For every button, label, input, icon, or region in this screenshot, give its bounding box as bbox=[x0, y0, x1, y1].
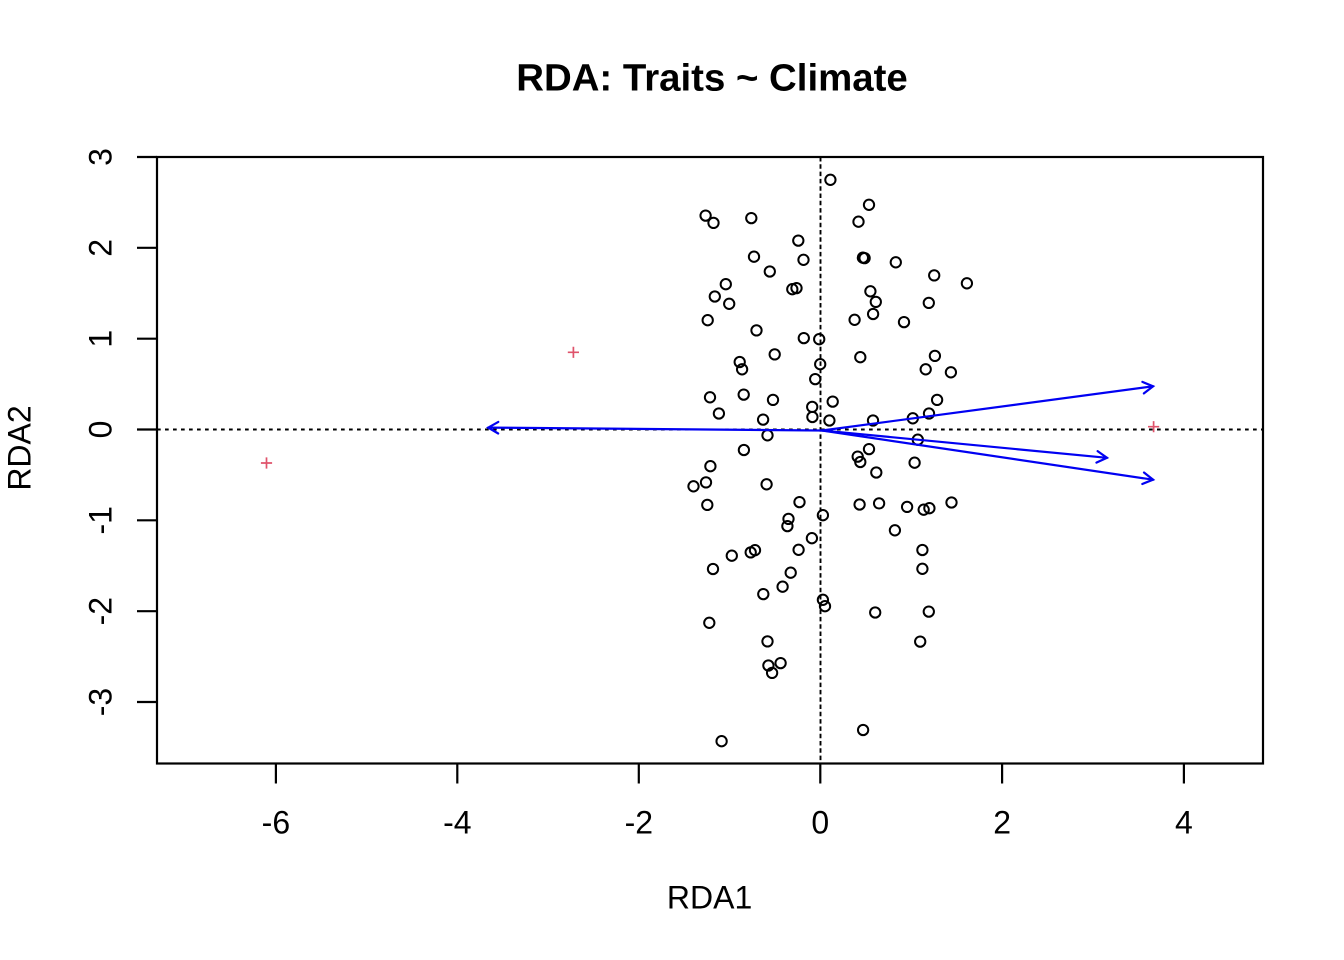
svg-text:-2: -2 bbox=[625, 804, 653, 840]
svg-text:2: 2 bbox=[993, 804, 1011, 840]
svg-text:3: 3 bbox=[83, 148, 119, 166]
svg-text:-6: -6 bbox=[262, 804, 290, 840]
svg-text:-4: -4 bbox=[443, 804, 471, 840]
svg-text:0: 0 bbox=[811, 804, 829, 840]
svg-text:-1: -1 bbox=[83, 506, 119, 534]
svg-text:4: 4 bbox=[1175, 804, 1193, 840]
svg-text:-3: -3 bbox=[83, 688, 119, 716]
svg-text:2: 2 bbox=[82, 239, 118, 257]
svg-text:RDA1: RDA1 bbox=[667, 880, 752, 916]
svg-text:-2: -2 bbox=[83, 597, 119, 625]
svg-text:RDA: Traits ~ Climate: RDA: Traits ~ Climate bbox=[516, 57, 907, 100]
svg-text:RDA2: RDA2 bbox=[2, 405, 38, 490]
svg-text:1: 1 bbox=[83, 330, 119, 348]
svg-text:0: 0 bbox=[83, 421, 119, 439]
